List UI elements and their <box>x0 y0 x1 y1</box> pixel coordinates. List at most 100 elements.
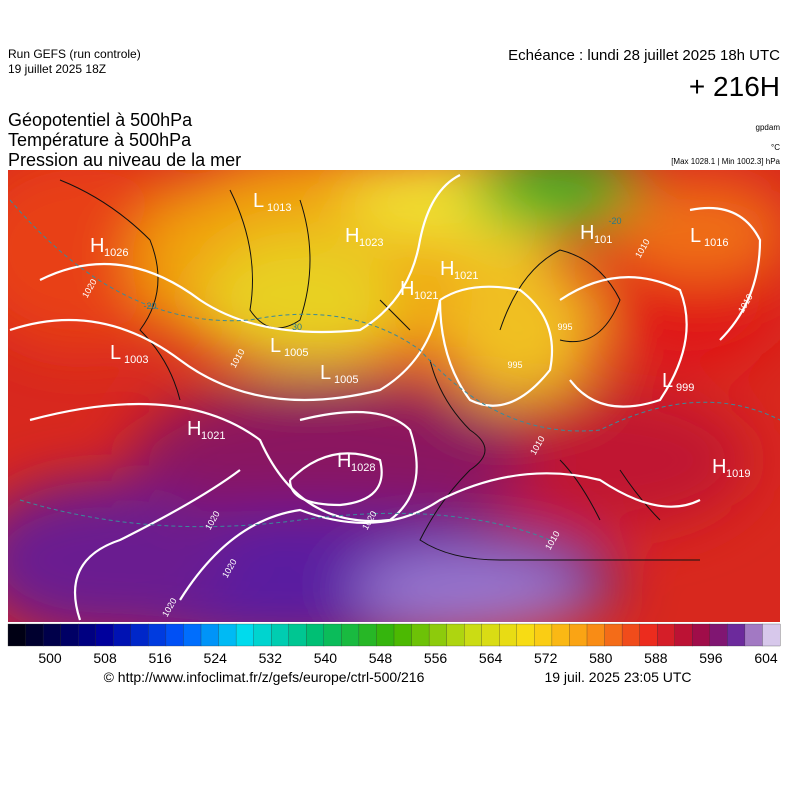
contour-label: 995 <box>557 322 572 332</box>
colorbar-swatch <box>744 623 763 647</box>
pressure-letter: L <box>270 335 281 357</box>
pressure-letter: L <box>690 225 701 247</box>
colorbar-swatch <box>7 623 26 647</box>
colorbar-tick-label: 580 <box>589 650 613 666</box>
colorbar-swatch <box>218 623 237 647</box>
colorbar-swatch <box>393 623 412 647</box>
colorbar-swatch <box>288 623 307 647</box>
colorbar-swatch <box>727 623 746 647</box>
pressure-value: 1013 <box>267 202 291 214</box>
colorbar-swatch <box>60 623 79 647</box>
pressure-value: 1021 <box>454 270 478 282</box>
colorbar-tick-label: 596 <box>699 650 723 666</box>
contour-label: 995 <box>507 360 522 370</box>
pressure-letter: H <box>400 278 414 300</box>
colorbar-swatch <box>165 623 184 647</box>
footer-time: 19 juil. 2025 23:05 UTC <box>544 669 691 685</box>
colorbar-swatch <box>113 623 132 647</box>
colorbar-tick-label: 556 <box>424 650 448 666</box>
footer-url: © http://www.infoclimat.fr/z/gefs/europe… <box>104 669 425 685</box>
pressure-value: 999 <box>676 382 694 394</box>
colorbar-swatch <box>148 623 167 647</box>
title: Température à 500hPa <box>8 130 192 150</box>
colorbar-swatch <box>481 623 500 647</box>
colorbar-tick-label: 516 <box>148 650 172 666</box>
pressure-letter: L <box>320 362 331 384</box>
pressure-value: 1019 <box>726 468 750 480</box>
colorbar-swatch <box>253 623 272 647</box>
pressure-value: 1026 <box>104 247 128 259</box>
colorbar-tick-label: 540 <box>314 650 338 666</box>
pressure-value: 1005 <box>334 374 358 386</box>
colorbar-swatch <box>534 623 553 647</box>
colorbar-tick-label: 572 <box>534 650 558 666</box>
pressure-letter: H <box>337 450 351 472</box>
pressure-letter: H <box>345 225 359 247</box>
unit: gpdam <box>756 123 781 132</box>
contour-label: -20 <box>143 301 156 311</box>
contour-label: -20 <box>608 216 621 226</box>
colorbar-swatch <box>709 623 728 647</box>
contour-label: 30 <box>292 322 302 332</box>
colorbar-swatch <box>657 623 676 647</box>
pressure-value: 1003 <box>124 354 148 366</box>
lead-time: + 216H <box>689 71 780 102</box>
colorbar-swatch <box>200 623 219 647</box>
colorbar-tick-label: 548 <box>369 650 393 666</box>
colorbar-tick-label: 588 <box>644 650 668 666</box>
colorbar-swatch <box>271 623 290 647</box>
colorbar-swatch <box>499 623 518 647</box>
echeance: Echéance : lundi 28 juillet 2025 18h UTC <box>508 47 780 64</box>
run-date: 19 juillet 2025 18Z <box>8 62 106 76</box>
colorbar-swatch <box>464 623 483 647</box>
pressure-letter: L <box>110 342 121 364</box>
colorbar-swatch <box>235 623 255 647</box>
pressure-value: 1005 <box>284 347 308 359</box>
colorbar-tick-label: 564 <box>479 650 503 666</box>
colorbar-swatch <box>762 623 781 647</box>
colorbar-tick-label: 524 <box>204 650 228 666</box>
colorbar-tick-label: 604 <box>754 650 778 666</box>
run-label: Run GEFS (run controle) <box>8 47 141 61</box>
colorbar-tick-label: 532 <box>259 650 283 666</box>
isotherms <box>9 199 780 541</box>
colorbar-swatch <box>25 623 44 647</box>
colorbar-tick-label: 500 <box>38 650 62 666</box>
colorbar-swatch <box>604 623 623 647</box>
colorbar-swatch <box>516 623 535 647</box>
pressure-value: 1021 <box>201 430 225 442</box>
colorbar-swatch <box>428 623 448 647</box>
pressure-letter: H <box>440 258 454 280</box>
colorbar-swatch <box>586 623 605 647</box>
colorbar-swatch <box>306 623 325 647</box>
colorbar-swatch <box>323 623 342 647</box>
colorbar-swatch <box>551 623 570 647</box>
colorbar-swatch <box>78 623 97 647</box>
pressure-letter: L <box>253 190 264 212</box>
colorbar-swatch <box>42 623 62 647</box>
pressure-letter: H <box>712 456 726 478</box>
pressure-value: 1016 <box>704 237 728 249</box>
title: Pression au niveau de la mer <box>8 150 241 170</box>
colorbar-swatch <box>95 623 114 647</box>
pressure-value: 1021 <box>414 290 438 302</box>
colorbar-swatch <box>639 623 658 647</box>
colorbar-swatch <box>376 623 395 647</box>
pressure-letter: H <box>580 222 594 244</box>
pressure-value: 101 <box>594 234 612 246</box>
colorbar-tick-label: 508 <box>93 650 117 666</box>
unit: °C <box>771 143 780 152</box>
pressure-value: 1028 <box>351 462 375 474</box>
colorbar-swatch <box>621 623 641 647</box>
pressure-letter: L <box>662 370 673 392</box>
pressure-value: 1023 <box>359 237 383 249</box>
colorbar-swatch <box>358 623 377 647</box>
colorbar-swatch <box>692 623 711 647</box>
colorbar-swatch <box>183 623 202 647</box>
map <box>8 170 780 622</box>
title: Géopotentiel à 500hPa <box>8 110 193 130</box>
colorbar-swatch <box>674 623 693 647</box>
colorbar-swatch <box>446 623 465 647</box>
